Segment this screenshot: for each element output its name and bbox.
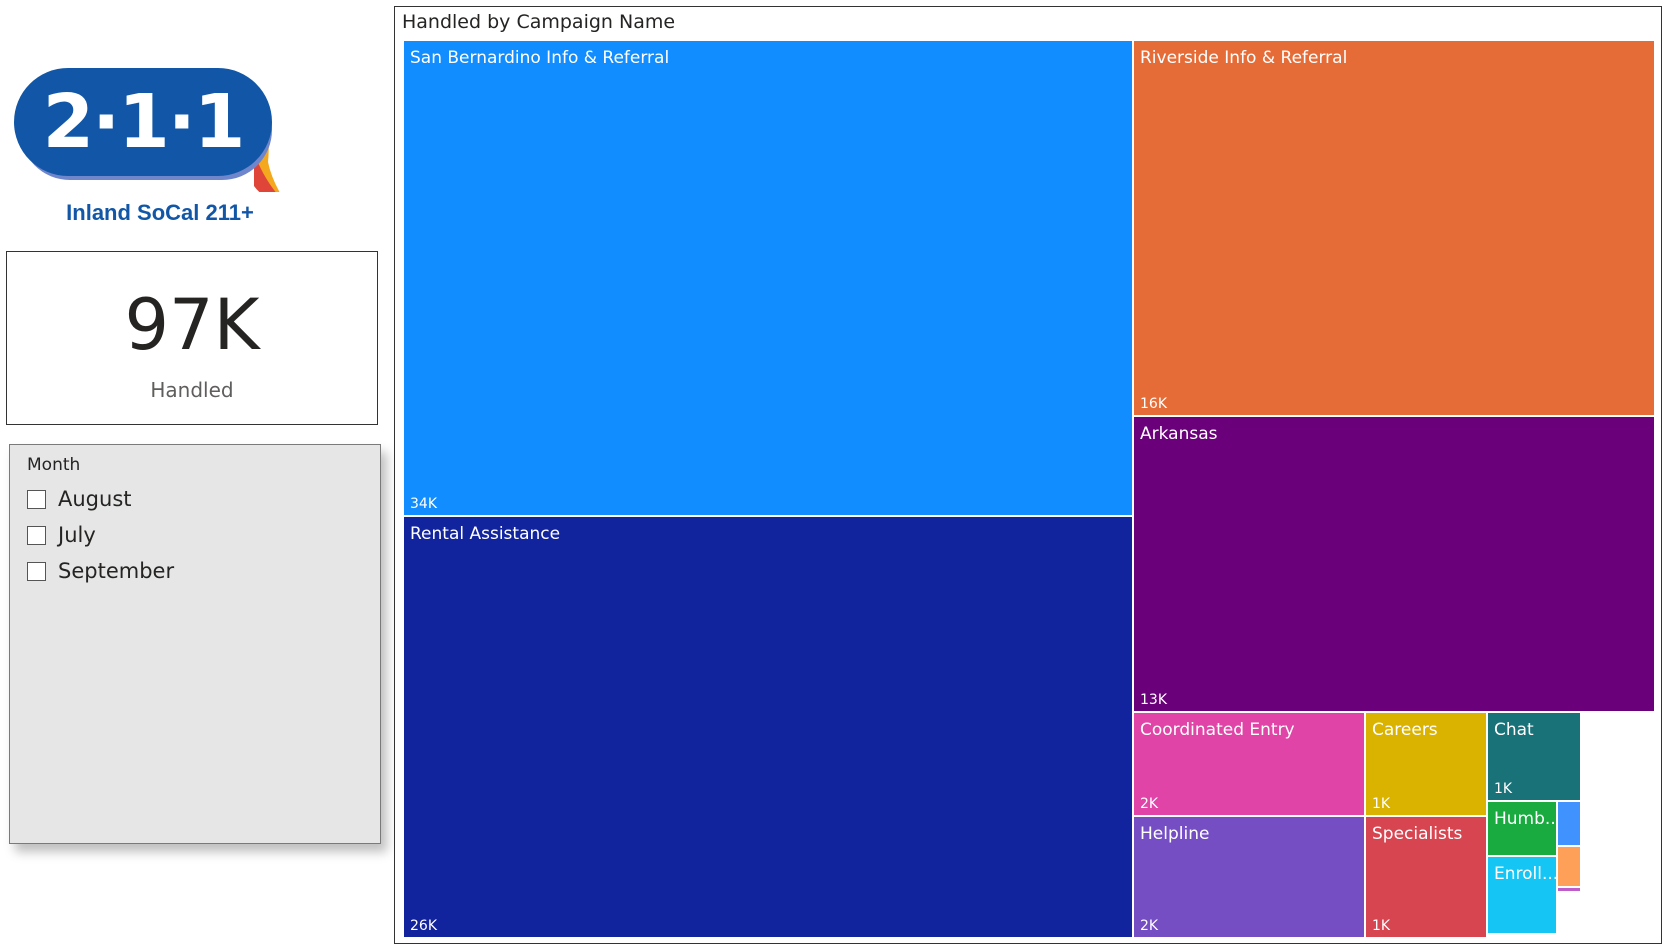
checkbox-icon[interactable] — [27, 561, 46, 581]
treemap-area: San Bernardino Info & Referral 34K Rental … — [403, 40, 1655, 938]
treemap-tile-label: Humb... — [1494, 809, 1557, 829]
treemap-tile-value: 34K — [410, 496, 437, 512]
treemap-tile-value: 16K — [1140, 396, 1167, 412]
treemap-tile-label: Rental Assistance — [410, 524, 561, 544]
slicer-option-august[interactable]: August — [27, 485, 132, 513]
treemap-tile[interactable]: Helpline 2K — [1133, 816, 1365, 938]
treemap-tile[interactable] — [1557, 846, 1581, 887]
treemap-tile-value: 2K — [1140, 918, 1159, 934]
kpi-label: Handled — [150, 378, 234, 402]
checkbox-icon[interactable] — [27, 489, 46, 509]
treemap-tile-label: Specialists — [1372, 824, 1463, 844]
inland-socal-211-logo: 2·1·1 Inland SoCal 211+ — [10, 62, 300, 232]
slicer-title: Month — [27, 455, 81, 475]
slicer-option-label: September — [58, 559, 175, 583]
treemap-tile-label: Helpline — [1140, 824, 1210, 844]
treemap-tile[interactable]: Careers 1K — [1365, 712, 1487, 816]
treemap-tile-value: 1K — [1372, 796, 1391, 812]
treemap-tile-label: Riverside Info & Referral — [1140, 48, 1348, 68]
kpi-value: 97K — [124, 284, 260, 366]
treemap-tile-value: 1K — [1494, 781, 1513, 797]
slicer-option-september[interactable]: September — [27, 557, 174, 585]
treemap-tile[interactable]: Enroll... — [1487, 856, 1557, 934]
treemap-tile[interactable]: Rental Assistance 26K — [403, 516, 1133, 938]
treemap-tile[interactable] — [1557, 887, 1581, 892]
month-slicer: Month August July September — [9, 444, 381, 844]
treemap-tile-label: Chat — [1494, 720, 1534, 740]
treemap-tile[interactable]: Coordinated Entry 2K — [1133, 712, 1365, 816]
treemap-tile[interactable]: San Bernardino Info & Referral 34K — [403, 40, 1133, 516]
logo-caption: Inland SoCal 211+ — [66, 200, 254, 225]
treemap-tile-label: Arkansas — [1140, 424, 1218, 444]
checkbox-icon[interactable] — [27, 525, 46, 545]
treemap-tile[interactable]: Chat 1K — [1487, 712, 1581, 801]
treemap-tile-label: San Bernardino Info & Referral — [410, 48, 670, 68]
treemap-tile-value: 26K — [410, 918, 437, 934]
slicer-option-july[interactable]: July — [27, 521, 96, 549]
treemap-tile-label: Enroll... — [1494, 864, 1557, 884]
chart-title: Handled by Campaign Name — [402, 11, 676, 33]
handled-kpi-card: 97K Handled — [6, 251, 378, 425]
treemap-tile-value: 13K — [1140, 692, 1167, 708]
treemap-tile-label: Careers — [1372, 720, 1438, 740]
treemap-tile[interactable] — [1557, 801, 1581, 846]
treemap-visual: Handled by Campaign Name San Bernardino … — [394, 6, 1662, 944]
slicer-option-label: July — [58, 523, 96, 547]
treemap-tile-value: 1K — [1372, 918, 1391, 934]
treemap-tile[interactable]: Specialists 1K — [1365, 816, 1487, 938]
treemap-tile-value: 2K — [1140, 796, 1159, 812]
logo-mark: 2·1·1 — [14, 68, 272, 176]
treemap-tile[interactable]: Riverside Info & Referral 16K — [1133, 40, 1655, 416]
slicer-option-label: August — [58, 487, 132, 511]
treemap-tile[interactable]: Arkansas 13K — [1133, 416, 1655, 712]
treemap-tile[interactable]: Humb... — [1487, 801, 1557, 856]
treemap-tile-label: Coordinated Entry — [1140, 720, 1295, 740]
